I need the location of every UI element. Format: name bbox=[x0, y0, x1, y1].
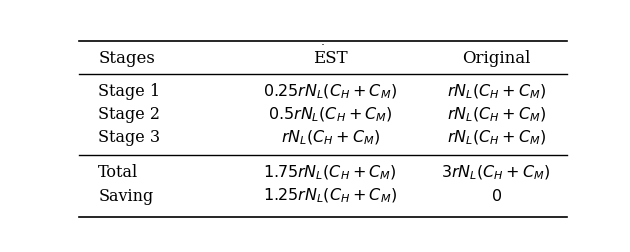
Text: Stage 2: Stage 2 bbox=[98, 106, 160, 123]
Text: Original: Original bbox=[462, 50, 530, 67]
Text: Stage 3: Stage 3 bbox=[98, 130, 161, 146]
Text: $0$: $0$ bbox=[491, 188, 501, 205]
Text: Total: Total bbox=[98, 164, 139, 181]
Text: $rN_L(C_H + C_M)$: $rN_L(C_H + C_M)$ bbox=[447, 82, 546, 101]
Text: $1.75rN_L(C_H + C_M)$: $1.75rN_L(C_H + C_M)$ bbox=[263, 164, 397, 182]
Text: Stage 1: Stage 1 bbox=[98, 83, 161, 100]
Text: Stages: Stages bbox=[98, 50, 155, 67]
Text: $rN_L(C_H + C_M)$: $rN_L(C_H + C_M)$ bbox=[280, 129, 380, 147]
Text: Saving: Saving bbox=[98, 188, 154, 205]
Text: $rN_L(C_H + C_M)$: $rN_L(C_H + C_M)$ bbox=[447, 129, 546, 147]
Text: .: . bbox=[321, 35, 325, 48]
Text: $rN_L(C_H + C_M)$: $rN_L(C_H + C_M)$ bbox=[447, 105, 546, 124]
Text: $0.5rN_L(C_H + C_M)$: $0.5rN_L(C_H + C_M)$ bbox=[268, 105, 392, 124]
Text: $0.25rN_L(C_H + C_M)$: $0.25rN_L(C_H + C_M)$ bbox=[263, 82, 398, 101]
Text: EST: EST bbox=[313, 50, 348, 67]
Text: $3rN_L(C_H + C_M)$: $3rN_L(C_H + C_M)$ bbox=[442, 164, 551, 182]
Text: $1.25rN_L(C_H + C_M)$: $1.25rN_L(C_H + C_M)$ bbox=[263, 187, 398, 205]
